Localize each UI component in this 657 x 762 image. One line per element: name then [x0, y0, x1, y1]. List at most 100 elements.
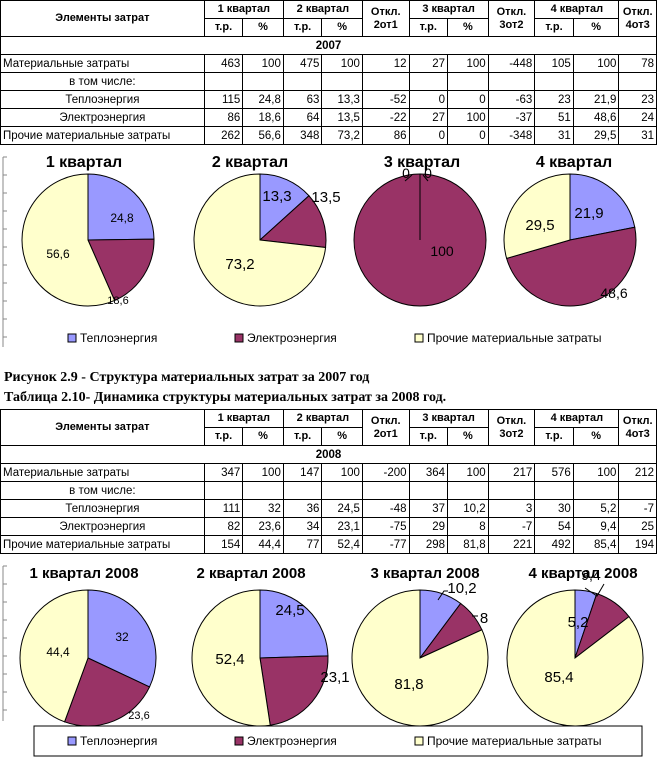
cell-q1p: 23,6 [242, 517, 284, 536]
cell-q1tr [203, 481, 244, 500]
cell-q3tr: 0 [408, 90, 449, 109]
row-label: Прочие материальные затраты [0, 126, 205, 145]
table-row: Материальные затраты 463 100 475 100 12 27 100-… [0, 54, 657, 73]
pie-slice [506, 226, 637, 307]
year-row: 2008 [0, 445, 657, 464]
header-dev-2-1: Откл. 2от1 [361, 409, 410, 446]
cell-q1p: 44,4 [242, 535, 284, 554]
header-q4-tr: т.р. [534, 18, 574, 37]
header-elements: Элементы затрат [0, 0, 205, 37]
data-label: 52,4 [215, 651, 244, 668]
table-row: Прочие материальные затраты 262 56,6 348 73,… [0, 126, 657, 145]
pie-title: 4 квартал 2008 [528, 565, 637, 582]
data-label: 0 [402, 165, 410, 181]
cell-q2p [321, 72, 363, 91]
cell-q4tr [534, 481, 574, 500]
legend-label: Электроэнергия [247, 331, 337, 345]
legend-box [33, 725, 643, 757]
header-dev-2-1: Откл. 2от1 [361, 0, 410, 37]
cell-q1tr: 82 [203, 517, 244, 536]
cell-d43: 212 [618, 463, 657, 482]
cell-q2p: 24,5 [321, 499, 363, 518]
header-q4-tr: т.р. [534, 427, 574, 446]
year-row: 2007 [0, 36, 657, 55]
data-label: 23,1 [320, 669, 349, 686]
data-label: 18,6 [107, 295, 128, 307]
data-label: 24,5 [275, 602, 304, 619]
data-label: 56,6 [46, 247, 70, 261]
cell-q1tr: 463 [203, 54, 244, 73]
left-edge-ticks [2, 565, 7, 721]
cell-d43 [618, 481, 657, 500]
cell-q3p: 100 [447, 463, 489, 482]
header-q2-tr: т.р. [282, 427, 323, 446]
cell-q1tr [203, 72, 244, 91]
pie-slice [63, 657, 151, 727]
cell-q4p: 48,6 [572, 108, 620, 127]
cell-q1p: 100 [242, 54, 284, 73]
cell-q4tr: 30 [534, 499, 574, 518]
legend: Теплоэнергия Электроэнергия Прочие материа… [67, 331, 602, 345]
figure-caption: Рисунок 2.9 - Структура материальных зат… [4, 370, 370, 385]
data-label: 73,2 [225, 256, 254, 273]
pie-slice [259, 589, 329, 659]
data-label: 32 [115, 630, 129, 644]
header-dev-4-3: Откл. 4от3 [618, 0, 657, 37]
cell-d21: -22 [361, 108, 410, 127]
pie-slice [21, 173, 116, 307]
row-label: Теплоэнергия [0, 90, 205, 109]
cell-q4p: 29,5 [572, 126, 620, 145]
cell-q1p: 32 [242, 499, 284, 518]
cell-q3p: 81,8 [447, 535, 489, 554]
cell-q2p: 100 [321, 54, 363, 73]
pie-title: 2 квартал 2008 [196, 565, 305, 582]
cell-q1tr: 111 [203, 499, 244, 518]
pie-slice [87, 589, 157, 688]
cell-q2p: 100 [321, 463, 363, 482]
row-label: Прочие материальные затраты [0, 535, 205, 554]
pie-1: 1 квартал 24,8 18,6 56,6 [21, 154, 155, 307]
cell-q1tr: 154 [203, 535, 244, 554]
header-q4: 4 квартал [534, 0, 620, 19]
cell-q3tr: 37 [408, 499, 449, 518]
cell-q3tr: 298 [408, 535, 449, 554]
table-row: Прочие материальные затраты 154 44,4 77 52,4… [0, 535, 657, 554]
cell-q4tr: 54 [534, 517, 574, 536]
pie-title: 2 квартал [212, 154, 288, 171]
header-dev-3-2: Откл. 3от2 [487, 409, 536, 446]
cell-q4p: 9,4 [572, 517, 620, 536]
pie-slice [258, 195, 327, 249]
cell-q4tr: 105 [534, 54, 574, 73]
header-q3: 3 квартал [408, 409, 489, 428]
cell-d32: -7 [487, 517, 536, 536]
data-label: 5,2 [568, 614, 589, 631]
row-label: Электроэнергия [0, 108, 205, 127]
data-label: 9,4 [581, 567, 601, 583]
cell-q2tr: 348 [282, 126, 323, 145]
cell-q4tr: 31 [534, 126, 574, 145]
cell-q3p: 10,2 [447, 499, 489, 518]
cell-q3p: 100 [447, 108, 489, 127]
cell-q4tr: 576 [534, 463, 574, 482]
cell-d21: 86 [361, 126, 410, 145]
cell-q3tr: 27 [408, 54, 449, 73]
header-q4-pct: % [572, 18, 620, 37]
cell-q3p [447, 72, 489, 91]
data-label: 13,3 [262, 188, 291, 205]
cell-q2tr: 63 [282, 90, 323, 109]
cell-d21: -52 [361, 90, 410, 109]
cell-d43: 31 [618, 126, 657, 145]
pie-charts-2007: 1 квартал 24,8 18,6 56,6 2 квартал 13,3 13,5 73… [2, 154, 637, 347]
label-leader-line [584, 583, 605, 597]
cell-q3p: 100 [447, 54, 489, 73]
header-q1-pct: % [242, 427, 284, 446]
legend-swatch [414, 333, 424, 343]
cell-d32: 3 [487, 499, 536, 518]
cell-q1tr: 86 [203, 108, 244, 127]
header-dev-3-2: Откл. 3от2 [487, 0, 536, 37]
cell-q2tr: 475 [282, 54, 323, 73]
cell-d21: -77 [361, 535, 410, 554]
table-row: Теплоэнергия 111 32 36 24,5 -48 37 10,2 3 30 5,2 -7 [0, 499, 657, 518]
cell-d21 [361, 72, 410, 91]
cell-d32 [487, 72, 536, 91]
